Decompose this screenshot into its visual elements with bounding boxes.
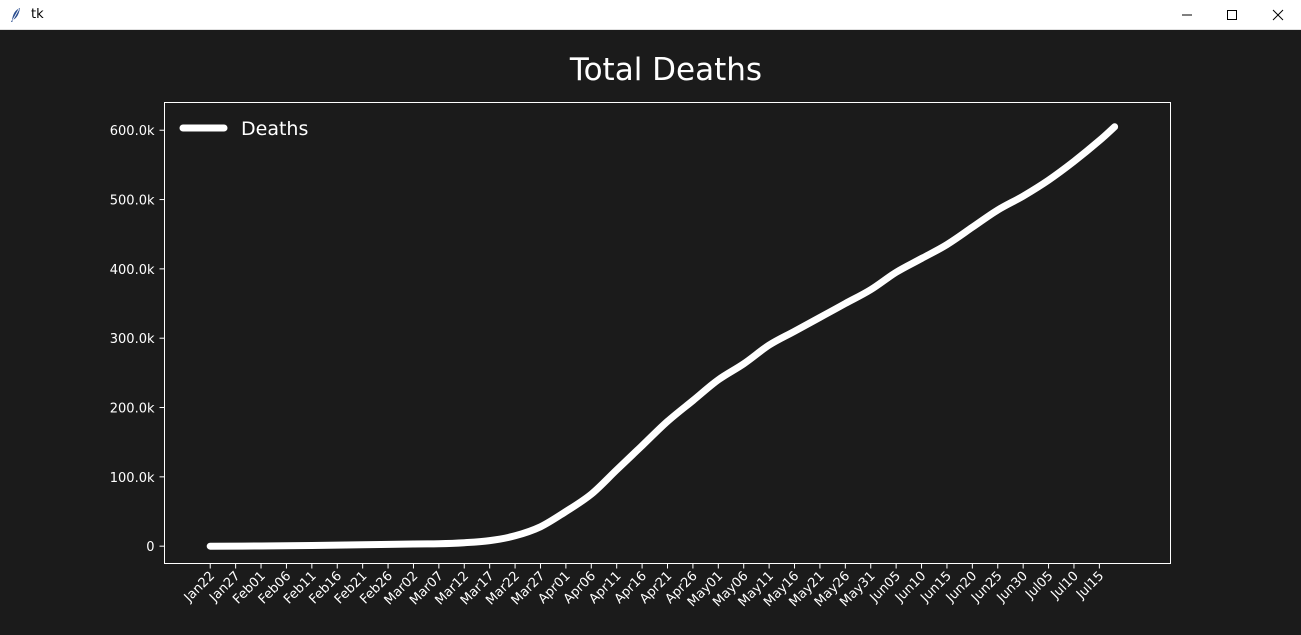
x-tick-label: Jul05 [1022,569,1056,603]
y-axis: 0 100.0k 200.0k 300.0k 400.0k 500.0k 600.0k [110,124,165,555]
plot-frame [164,102,1171,564]
series-line-deaths [206,123,1119,550]
y-tick-label: 400.0k [110,263,155,278]
deaths-line-chart: Total Deaths 0 100.0k 200.0k 300.0k 400.0k 50… [110,52,1171,610]
close-button[interactable] [1255,0,1301,30]
x-tick-label: Jul10 [1048,569,1082,603]
window-title: tk [31,7,44,22]
y-tick-label: 0 [146,540,154,555]
x-tick-label: Jul15 [1073,569,1107,603]
feather-icon [11,8,20,22]
y-tick-label: 600.0k [110,124,155,139]
chart-title: Total Deaths [569,52,762,88]
legend-label-deaths: Deaths [241,118,308,140]
x-axis: Jan22Jan27Feb01Feb06Feb11Feb16Feb21Feb26… [181,563,1107,610]
legend: Deaths [179,118,308,140]
maximize-button[interactable] [1209,0,1255,30]
minimize-icon [1182,14,1192,16]
y-tick-label: 500.0k [110,194,155,209]
y-tick-label: 100.0k [110,471,155,486]
chart-canvas: Total Deaths 0 100.0k 200.0k 300.0k 400.0k 50… [0,30,1301,631]
y-tick-label: 300.0k [110,332,155,347]
y-tick-label: 200.0k [110,402,155,417]
minimize-button[interactable] [1164,0,1210,30]
maximize-icon [1227,10,1237,20]
window-titlebar: tk [0,0,1301,30]
close-icon [1272,9,1284,21]
